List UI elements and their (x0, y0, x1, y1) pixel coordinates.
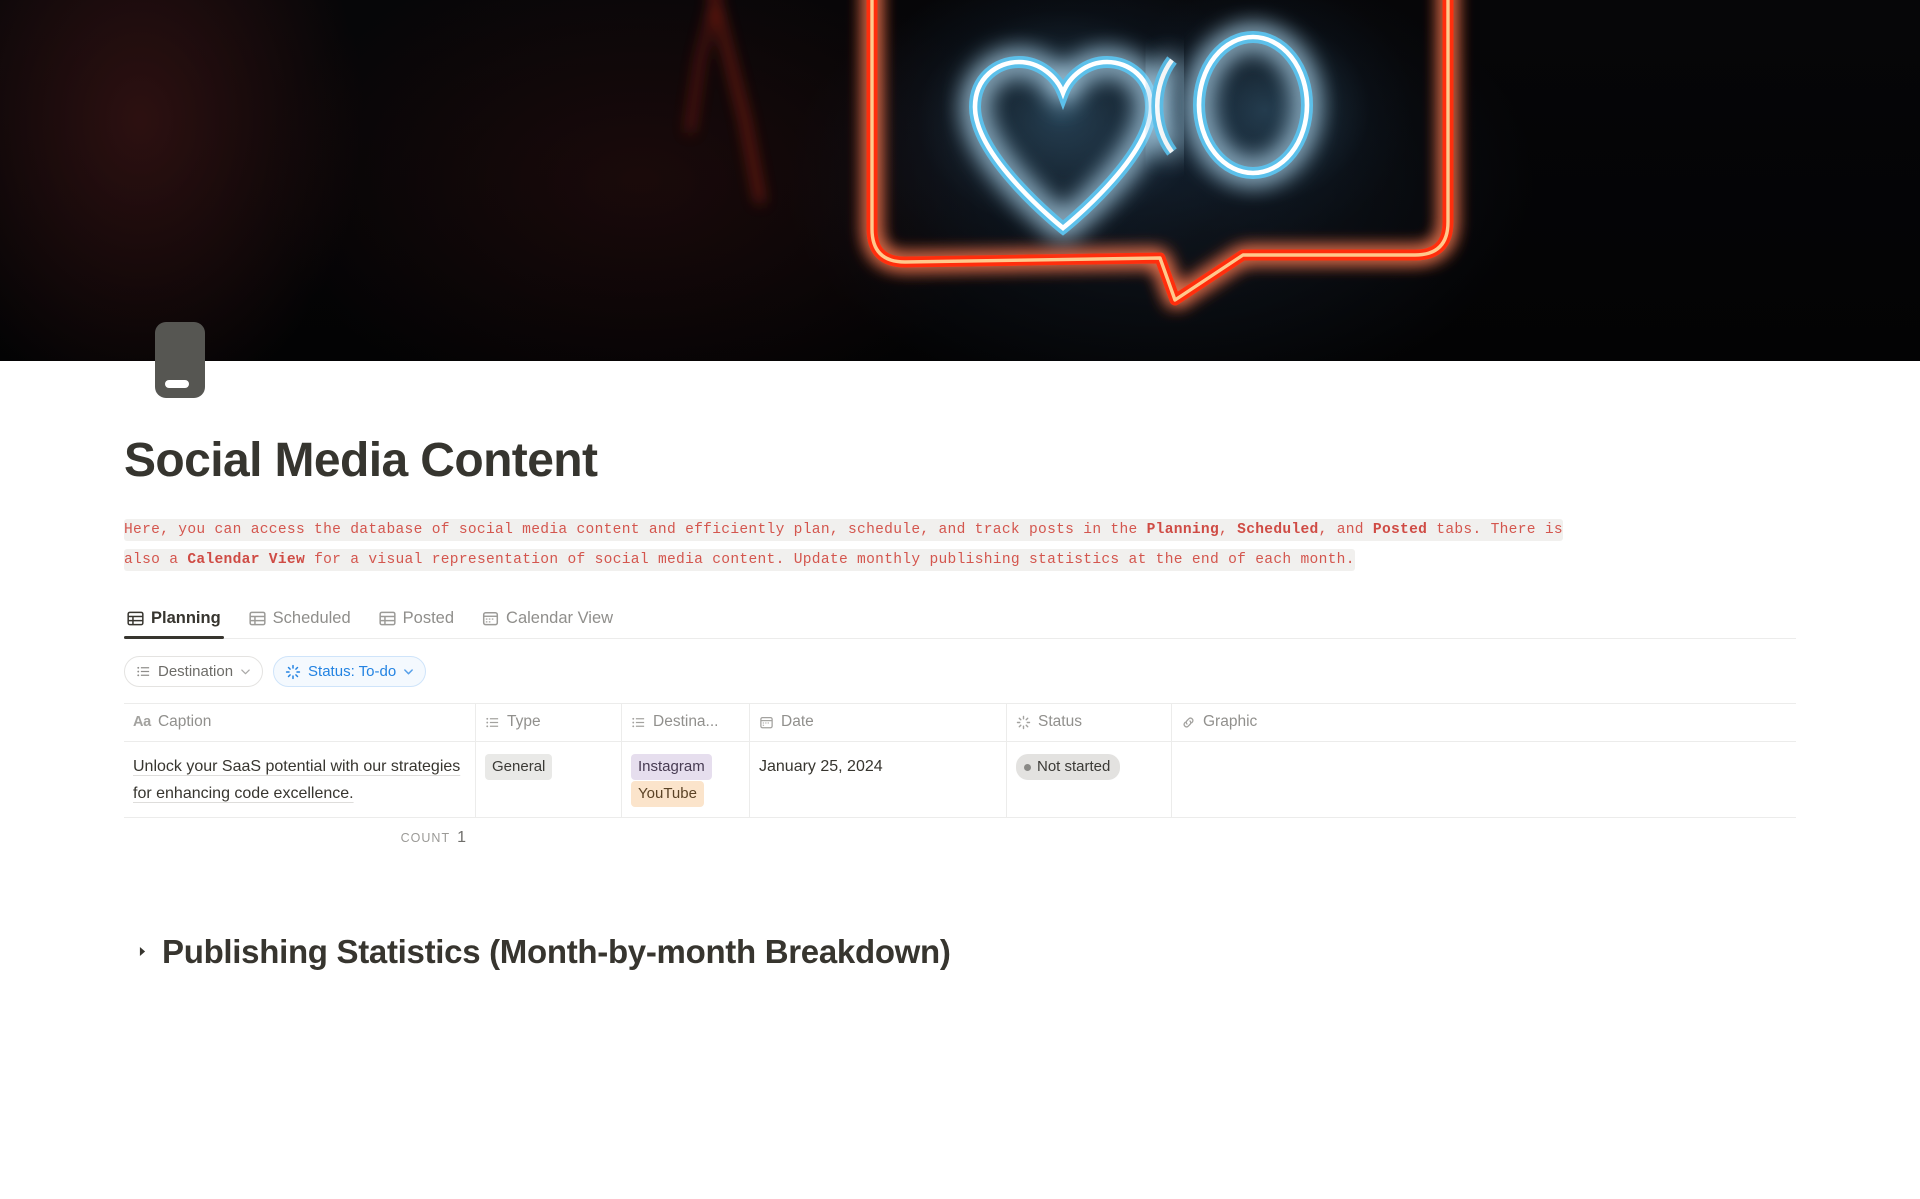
table-row[interactable]: Unlock your SaaS potential with our stra… (124, 741, 1796, 818)
database-view-tabs: Planning Scheduled Posted (124, 601, 1796, 639)
column-header-date[interactable]: Date (750, 703, 1007, 741)
cell-date[interactable]: January 25, 2024 (750, 741, 1007, 817)
status-dot-icon (1024, 763, 1031, 771)
desc-text-4: for a visual representation of social me… (305, 551, 1355, 568)
phone-home-button-shape (165, 380, 189, 388)
cell-date-text: January 25, 2024 (759, 757, 883, 775)
cell-destination[interactable]: Instagram YouTube (622, 741, 750, 817)
calendar-icon (482, 612, 499, 626)
desc-bold-planning: Planning (1146, 521, 1220, 538)
list-icon (137, 666, 150, 677)
filter-chip-destination-label: Destination (158, 663, 234, 681)
column-header-destination[interactable]: Destina... (622, 703, 750, 741)
description-line-2: also a Calendar View for a visual repres… (124, 548, 1355, 571)
tab-planning-label: Planning (151, 609, 221, 628)
desc-bold-calendar-view: Calendar View (187, 551, 306, 568)
tab-calendar-view-label: Calendar View (506, 609, 614, 628)
count-value: 1 (457, 829, 466, 847)
page-cover-image[interactable] (0, 0, 1920, 361)
desc-text-3: also a (124, 551, 188, 568)
description-line-1: Here, you can access the database of soc… (124, 518, 1563, 541)
column-header-type-label: Type (507, 713, 541, 731)
toggle-heading-title: Publishing Statistics (Month-by-month Br… (162, 932, 951, 970)
cover-photo-backdrop (0, 0, 1920, 361)
tag-destination-youtube: YouTube (631, 780, 704, 807)
status-spinner-icon (285, 664, 301, 679)
column-header-type[interactable]: Type (476, 703, 622, 741)
desc-bold-scheduled: Scheduled (1237, 521, 1319, 538)
toggle-heading-publishing-statistics[interactable]: Publishing Statistics (Month-by-month Br… (132, 932, 1796, 972)
tab-scheduled[interactable]: Scheduled (246, 600, 354, 638)
tab-scheduled-label: Scheduled (272, 609, 351, 628)
tag-type: General (485, 753, 553, 780)
mobile-phone-icon[interactable] (152, 322, 208, 402)
tab-calendar-view[interactable]: Calendar View (479, 600, 616, 638)
desc-text-2: tabs. There is (1427, 521, 1563, 538)
filter-bar: Destination (124, 655, 1796, 689)
table-icon (379, 611, 396, 626)
neon-sign-artwork (686, 0, 1454, 306)
link-icon (1183, 717, 1194, 728)
page-description: Here, you can access the database of soc… (124, 515, 1796, 575)
column-header-destination-label: Destina... (653, 713, 719, 731)
cell-type[interactable]: General (476, 741, 622, 817)
tab-posted-label: Posted (402, 609, 455, 628)
count-label: COUNT (400, 831, 451, 846)
desc-text-1: Here, you can access the database of soc… (124, 521, 1147, 538)
column-header-graphic[interactable]: Graphic (1172, 704, 1796, 741)
cell-status[interactable]: Not started (1007, 741, 1172, 817)
status-badge-label: Not started (1037, 758, 1111, 776)
column-header-caption[interactable]: Aa Caption (124, 703, 476, 741)
column-header-status[interactable]: Status (1007, 703, 1172, 741)
tab-planning[interactable]: Planning (124, 600, 224, 639)
chevron-down-icon (241, 669, 250, 675)
desc-sep-1: , (1219, 521, 1238, 538)
filter-chip-status[interactable]: Status: To-do (273, 656, 427, 688)
cell-graphic[interactable] (1172, 742, 1796, 817)
chevron-down-icon (404, 669, 414, 675)
tab-posted[interactable]: Posted (376, 600, 457, 638)
multiselect-list-icon (632, 717, 645, 727)
table-header-row: Aa Caption Type (124, 703, 1796, 742)
table-icon (127, 611, 144, 626)
cell-caption[interactable]: Unlock your SaaS potential with our stra… (124, 741, 476, 817)
database-table: Aa Caption Type (124, 702, 1796, 860)
table-footer-row: COUNT 1 (124, 818, 1796, 860)
column-header-date-label: Date (781, 713, 814, 731)
page-content: Social Media Content Here, you can acces… (0, 433, 1920, 971)
tag-destination-instagram: Instagram (631, 753, 712, 780)
count-summary[interactable]: COUNT 1 (124, 829, 476, 847)
filter-chip-destination[interactable]: Destination (124, 656, 264, 688)
status-badge: Not started (1016, 754, 1121, 781)
desc-sep-2: , and (1318, 521, 1373, 538)
calendar-icon (760, 716, 773, 729)
desc-bold-posted: Posted (1372, 521, 1428, 538)
status-spinner-icon (1016, 715, 1031, 729)
cell-caption-text[interactable]: Unlock your SaaS potential with our stra… (133, 757, 461, 802)
column-header-graphic-label: Graphic (1203, 713, 1258, 731)
table-icon (249, 611, 266, 626)
select-list-icon (486, 717, 499, 727)
page-title[interactable]: Social Media Content (124, 434, 598, 487)
filter-chip-status-label: Status: To-do (308, 663, 397, 681)
toggle-collapsed-arrow-icon[interactable] (132, 941, 152, 961)
text-aa-icon: Aa (133, 714, 151, 731)
column-header-status-label: Status (1038, 713, 1082, 731)
column-header-caption-label: Caption (157, 713, 212, 731)
